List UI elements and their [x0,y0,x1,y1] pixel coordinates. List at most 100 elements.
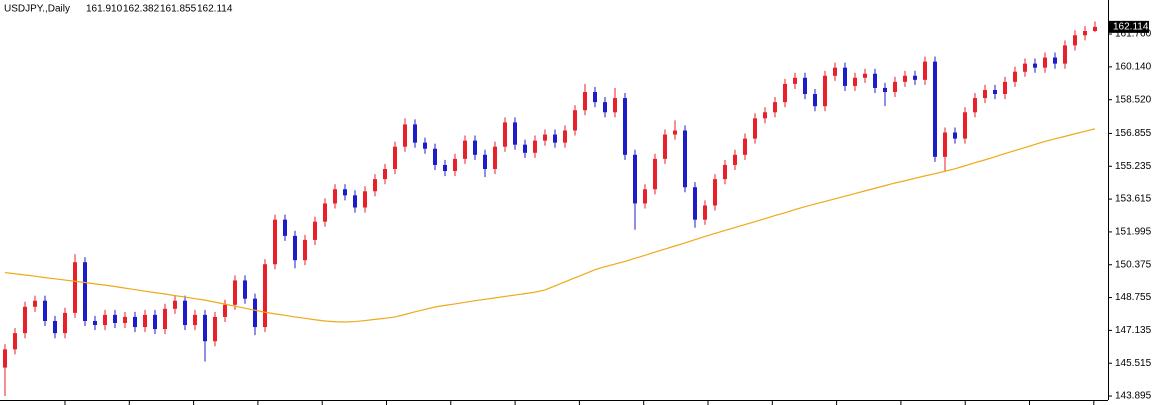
candle-body [973,98,977,113]
last-price-label: 162.114 [1113,22,1149,33]
candle-body [913,75,917,80]
candle-body [1053,57,1057,64]
candle-body [353,195,357,208]
candle-body [643,189,647,204]
y-tick-label: 156.855 [1115,128,1152,139]
y-tick-label: 161.760 [1115,29,1152,40]
candle-body [153,314,157,330]
candle-body [173,300,177,309]
candle-body [1023,63,1027,72]
candle-body [73,262,77,313]
candle-body [563,130,567,143]
candle-body [3,349,7,368]
candle-body [303,239,307,261]
candle-body [53,320,57,334]
y-tick-label: 147.135 [1115,325,1152,336]
candle-body [923,61,927,80]
candle-body [213,316,217,342]
candle-body [413,124,417,143]
candle-body [233,280,237,305]
candle-body [23,306,27,334]
header-close: 162.114 [197,4,233,15]
candle-body [853,77,857,86]
candle-body [843,67,847,86]
candle-body [683,130,687,188]
y-tick-label: 148.755 [1115,292,1152,303]
candle-body [283,219,287,236]
candle-body [493,146,497,169]
candle-body [603,102,607,113]
header-open: 161.910 [86,4,123,15]
candle-body [573,110,577,131]
candle-body [63,312,67,334]
candle-body [193,314,197,326]
candle-body [333,189,337,204]
candle-body [33,300,37,307]
candle-body [313,221,317,240]
candle-body [743,138,747,155]
candle-body [873,73,877,88]
candle-body [753,118,757,139]
candle-body [223,304,227,317]
candle-body [1013,71,1017,82]
candle-body [993,89,997,95]
candle-body [143,314,147,328]
candle-body [953,132,957,139]
candle-body [933,61,937,157]
candle-body [673,130,677,135]
candle-body [723,164,727,180]
candle-body [793,77,797,84]
candle-body [733,154,737,165]
candle-body [763,112,767,119]
header-low: 161.855 [160,4,197,15]
candle-body [893,81,897,92]
candle-body [1093,26,1097,32]
candle-body [633,154,637,204]
y-tick-label: 153.615 [1115,194,1152,205]
candle-body [343,189,347,196]
candle-body [183,300,187,326]
candle-body [483,154,487,169]
candle-body [583,91,587,111]
candle-body [593,91,597,103]
candle-body [663,134,667,159]
candle-body [203,314,207,342]
candle-body [163,308,167,330]
candle-body [963,112,967,139]
candle-body [453,158,457,172]
candle-body [543,134,547,141]
candle-body [393,146,397,169]
candle-body [363,191,367,208]
candle-body [783,83,787,103]
candle-body [403,124,407,147]
y-tick-label: 155.235 [1115,161,1152,172]
candle-body [133,316,137,328]
candle-body [833,67,837,76]
y-tick-label: 151.995 [1115,227,1152,238]
candle-body [613,98,617,113]
y-tick-label: 158.520 [1115,94,1152,105]
candle-body [623,98,627,155]
moving-average [4,128,1096,323]
candle-body [1003,81,1007,95]
last-price-box [1109,20,1149,33]
candle-body [903,75,907,82]
candle-body [323,203,327,222]
candle-body [1073,35,1077,46]
candle-body [713,179,717,206]
candle-body [473,140,477,155]
candle-body [553,134,557,143]
candle-body [293,235,297,261]
chart-title: USDJPY.,Daily [4,4,70,15]
candle-body [983,89,987,99]
candle-body [13,333,17,350]
y-tick-label: 160.140 [1115,62,1152,73]
candle-body [83,262,87,321]
candle-body [533,140,537,153]
candle-body [1033,63,1037,68]
y-tick-label: 150.375 [1115,259,1152,270]
candle-body [523,144,527,153]
